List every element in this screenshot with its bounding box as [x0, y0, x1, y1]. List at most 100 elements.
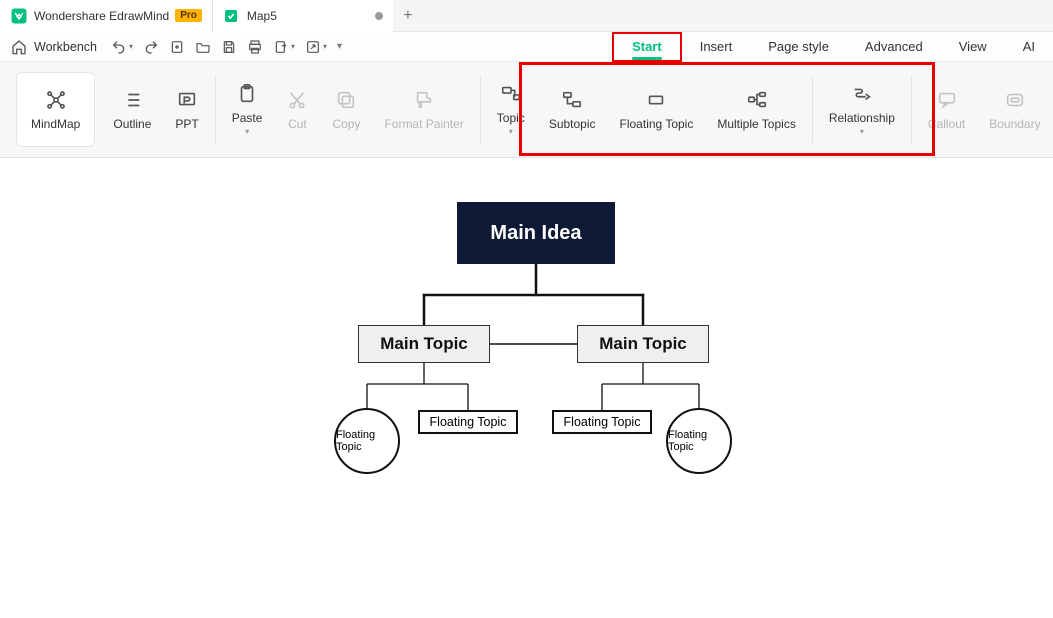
callout-button[interactable]: Callout	[916, 62, 977, 157]
view-outline-button[interactable]: Outline	[101, 62, 163, 157]
callout-label: Callout	[928, 117, 965, 131]
menubar: Start Insert Page style Advanced View AI	[612, 32, 1053, 62]
view-ppt-label: PPT	[175, 117, 198, 131]
node-main-topic-right[interactable]: Main Topic	[577, 325, 709, 363]
open-file-button[interactable]	[195, 39, 211, 55]
relationship-icon	[851, 83, 873, 105]
doc-icon	[223, 8, 239, 24]
callout-icon	[936, 89, 958, 111]
document-name: Map5	[247, 9, 367, 23]
caret-down-icon: ▾	[245, 127, 249, 136]
view-mindmap-label: MindMap	[31, 117, 80, 131]
save-button[interactable]	[221, 39, 237, 55]
more-qa-button[interactable]: ▾	[337, 41, 342, 52]
outline-icon	[121, 89, 143, 111]
view-ppt-button[interactable]: PPT	[163, 62, 210, 157]
menu-page-style[interactable]: Page style	[750, 32, 847, 62]
multiple-topics-button[interactable]: Multiple Topics	[705, 62, 807, 157]
format-painter-label: Format Painter	[384, 117, 463, 131]
node-main-topic-left-label: Main Topic	[380, 334, 468, 354]
new-tab-button[interactable]: +	[393, 7, 423, 25]
workbench-label[interactable]: Workbench	[34, 40, 97, 54]
print-button[interactable]	[247, 39, 263, 55]
quick-access-toolbar: ▾ ▾ ▾ ▾	[111, 39, 342, 55]
copy-button[interactable]: Copy	[320, 62, 372, 157]
topbar: Workbench ▾ ▾ ▾ ▾ Start Insert Page styl…	[0, 32, 1053, 62]
document-tab[interactable]: Map5	[213, 0, 393, 32]
multiple-topics-label: Multiple Topics	[717, 117, 795, 131]
node-main-topic-right-label: Main Topic	[599, 334, 687, 354]
cut-label: Cut	[288, 117, 307, 131]
undo-button[interactable]: ▾	[111, 39, 133, 55]
cut-button[interactable]: Cut	[274, 62, 320, 157]
node-float-rect-left-label: Floating Topic	[430, 415, 507, 429]
app-logo-icon	[10, 7, 28, 25]
caret-down-icon: ▾	[509, 127, 513, 136]
ribbon: MindMap Outline PPT Paste ▾ Cut Copy For…	[0, 62, 1053, 158]
node-float-circle-right-label: Floating Topic	[668, 429, 730, 453]
relationship-group: Relationship ▾	[817, 62, 907, 157]
topic-button[interactable]: Topic ▾	[485, 62, 537, 157]
node-float-rect-right-label: Floating Topic	[564, 415, 641, 429]
ribbon-separator	[812, 76, 813, 143]
format-painter-button[interactable]: Format Painter	[372, 62, 475, 157]
node-float-circle-left-label: Floating Topic	[336, 429, 398, 453]
share-button[interactable]: ▾	[305, 39, 327, 55]
ribbon-separator	[215, 76, 216, 143]
floating-topic-button[interactable]: Floating Topic	[608, 62, 706, 157]
view-mindmap-button[interactable]: MindMap	[16, 72, 95, 147]
view-switch-group: MindMap Outline PPT	[0, 62, 211, 157]
caret-down-icon: ▾	[860, 127, 864, 136]
ribbon-separator	[480, 76, 481, 143]
relationship-button[interactable]: Relationship ▾	[817, 62, 907, 157]
menu-advanced[interactable]: Advanced	[847, 32, 941, 62]
menu-view[interactable]: View	[941, 32, 1005, 62]
home-icon[interactable]	[10, 38, 28, 56]
ppt-icon	[176, 89, 198, 111]
canvas[interactable]: Main Idea Main Topic Main Topic Floating…	[0, 158, 1053, 618]
floating-topic-label: Floating Topic	[620, 117, 694, 131]
topic-group: Topic ▾ Subtopic Floating Topic Multiple…	[485, 62, 808, 157]
window-tabbar: Wondershare EdrawMind Pro Map5 +	[0, 0, 1053, 32]
node-main-idea-label: Main Idea	[490, 222, 581, 245]
paste-label: Paste	[232, 111, 263, 125]
subtopic-label: Subtopic	[549, 117, 596, 131]
extras-group: Callout Boundary	[916, 62, 1053, 157]
node-float-rect-right[interactable]: Floating Topic	[552, 410, 652, 434]
node-float-circle-left[interactable]: Floating Topic	[334, 408, 400, 474]
subtopic-icon	[561, 89, 583, 111]
floating-topic-icon	[645, 89, 667, 111]
menu-insert[interactable]: Insert	[682, 32, 751, 62]
redo-button[interactable]	[143, 39, 159, 55]
boundary-icon	[1004, 89, 1026, 111]
cut-icon	[286, 89, 308, 111]
topic-icon	[500, 83, 522, 105]
mindmap-icon	[45, 89, 67, 111]
topic-label: Topic	[497, 111, 525, 125]
format-painter-icon	[413, 89, 435, 111]
new-file-button[interactable]	[169, 39, 185, 55]
subtopic-button[interactable]: Subtopic	[537, 62, 608, 157]
boundary-button[interactable]: Boundary	[977, 62, 1052, 157]
ribbon-separator	[911, 76, 912, 143]
pro-badge: Pro	[175, 9, 202, 22]
multiple-topics-icon	[746, 89, 768, 111]
node-float-circle-right[interactable]: Floating Topic	[666, 408, 732, 474]
export-button[interactable]: ▾	[273, 39, 295, 55]
clipboard-group: Paste ▾ Cut Copy Format Painter	[220, 62, 476, 157]
paste-button[interactable]: Paste ▾	[220, 62, 275, 157]
app-tab[interactable]: Wondershare EdrawMind Pro	[0, 0, 213, 32]
menu-ai[interactable]: AI	[1005, 32, 1053, 62]
node-main-idea[interactable]: Main Idea	[457, 202, 615, 264]
view-outline-label: Outline	[113, 117, 151, 131]
node-main-topic-left[interactable]: Main Topic	[358, 325, 490, 363]
relationship-label: Relationship	[829, 111, 895, 125]
boundary-label: Boundary	[989, 117, 1040, 131]
node-float-rect-left[interactable]: Floating Topic	[418, 410, 518, 434]
unsaved-dot-icon	[375, 12, 383, 20]
menu-start[interactable]: Start	[612, 32, 682, 62]
app-name: Wondershare EdrawMind	[34, 9, 169, 23]
paste-icon	[236, 83, 258, 105]
copy-icon	[335, 89, 357, 111]
copy-label: Copy	[332, 117, 360, 131]
